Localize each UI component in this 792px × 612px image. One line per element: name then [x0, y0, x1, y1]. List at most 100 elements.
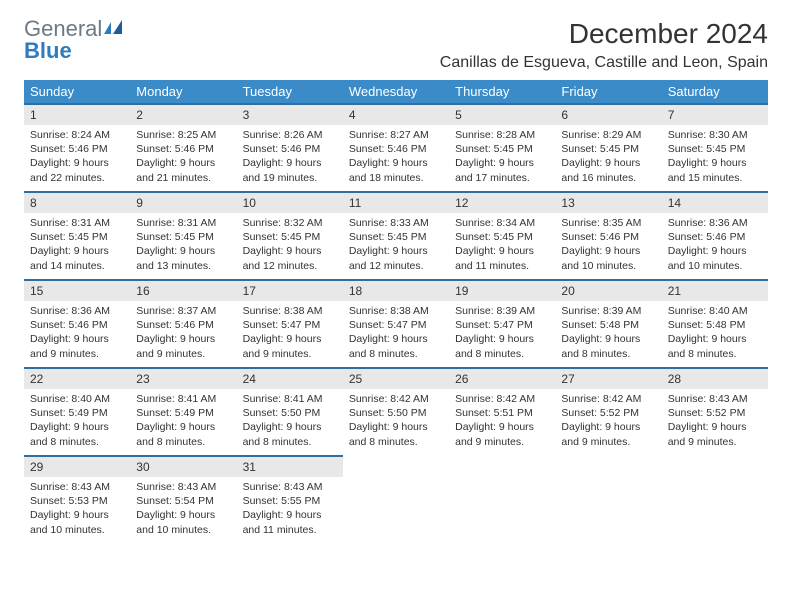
- weekday-header: Monday: [130, 80, 236, 103]
- day-details: Sunrise: 8:43 AMSunset: 5:53 PMDaylight:…: [24, 477, 130, 543]
- calendar-week-row: 15Sunrise: 8:36 AMSunset: 5:46 PMDayligh…: [24, 279, 768, 367]
- sunrise-text: Sunrise: 8:31 AM: [30, 216, 124, 230]
- sunset-text: Sunset: 5:53 PM: [30, 494, 124, 508]
- calendar-day-cell: 27Sunrise: 8:42 AMSunset: 5:52 PMDayligh…: [555, 367, 661, 455]
- day-number: 30: [130, 455, 236, 477]
- sunset-text: Sunset: 5:48 PM: [668, 318, 762, 332]
- sunrise-text: Sunrise: 8:42 AM: [561, 392, 655, 406]
- day-number: 4: [343, 103, 449, 125]
- day-number: 10: [237, 191, 343, 213]
- daylight-text: Daylight: 9 hours and 11 minutes.: [243, 508, 337, 536]
- sunrise-text: Sunrise: 8:35 AM: [561, 216, 655, 230]
- calendar-day-cell: 11Sunrise: 8:33 AMSunset: 5:45 PMDayligh…: [343, 191, 449, 279]
- day-details: Sunrise: 8:40 AMSunset: 5:48 PMDaylight:…: [662, 301, 768, 367]
- sunset-text: Sunset: 5:46 PM: [668, 230, 762, 244]
- sunset-text: Sunset: 5:50 PM: [243, 406, 337, 420]
- day-number: 27: [555, 367, 661, 389]
- sunset-text: Sunset: 5:47 PM: [243, 318, 337, 332]
- day-number: 14: [662, 191, 768, 213]
- daylight-text: Daylight: 9 hours and 12 minutes.: [243, 244, 337, 272]
- day-number: 17: [237, 279, 343, 301]
- sunrise-text: Sunrise: 8:37 AM: [136, 304, 230, 318]
- logo-sails-icon: [102, 18, 128, 40]
- day-details: Sunrise: 8:40 AMSunset: 5:49 PMDaylight:…: [24, 389, 130, 455]
- daylight-text: Daylight: 9 hours and 10 minutes.: [30, 508, 124, 536]
- sunrise-text: Sunrise: 8:41 AM: [136, 392, 230, 406]
- day-number: 9: [130, 191, 236, 213]
- day-details: Sunrise: 8:27 AMSunset: 5:46 PMDaylight:…: [343, 125, 449, 191]
- daylight-text: Daylight: 9 hours and 14 minutes.: [30, 244, 124, 272]
- sunset-text: Sunset: 5:45 PM: [136, 230, 230, 244]
- daylight-text: Daylight: 9 hours and 8 minutes.: [349, 420, 443, 448]
- day-number: 2: [130, 103, 236, 125]
- sunset-text: Sunset: 5:54 PM: [136, 494, 230, 508]
- daylight-text: Daylight: 9 hours and 8 minutes.: [243, 420, 337, 448]
- day-number: 1: [24, 103, 130, 125]
- sunrise-text: Sunrise: 8:43 AM: [136, 480, 230, 494]
- calendar-day-cell: 18Sunrise: 8:38 AMSunset: 5:47 PMDayligh…: [343, 279, 449, 367]
- daylight-text: Daylight: 9 hours and 9 minutes.: [561, 420, 655, 448]
- sunrise-text: Sunrise: 8:40 AM: [30, 392, 124, 406]
- day-number: 22: [24, 367, 130, 389]
- weekday-header: Thursday: [449, 80, 555, 103]
- day-details: Sunrise: 8:37 AMSunset: 5:46 PMDaylight:…: [130, 301, 236, 367]
- daylight-text: Daylight: 9 hours and 15 minutes.: [668, 156, 762, 184]
- sunrise-text: Sunrise: 8:27 AM: [349, 128, 443, 142]
- sunset-text: Sunset: 5:47 PM: [349, 318, 443, 332]
- day-number: 21: [662, 279, 768, 301]
- daylight-text: Daylight: 9 hours and 9 minutes.: [136, 332, 230, 360]
- sunset-text: Sunset: 5:52 PM: [668, 406, 762, 420]
- day-number: 3: [237, 103, 343, 125]
- day-details: Sunrise: 8:35 AMSunset: 5:46 PMDaylight:…: [555, 213, 661, 279]
- calendar-day-cell: 25Sunrise: 8:42 AMSunset: 5:50 PMDayligh…: [343, 367, 449, 455]
- daylight-text: Daylight: 9 hours and 8 minutes.: [136, 420, 230, 448]
- day-details: Sunrise: 8:43 AMSunset: 5:54 PMDaylight:…: [130, 477, 236, 543]
- sunset-text: Sunset: 5:45 PM: [668, 142, 762, 156]
- day-number: 6: [555, 103, 661, 125]
- day-details: Sunrise: 8:36 AMSunset: 5:46 PMDaylight:…: [662, 213, 768, 279]
- day-details: Sunrise: 8:42 AMSunset: 5:52 PMDaylight:…: [555, 389, 661, 455]
- day-details: Sunrise: 8:33 AMSunset: 5:45 PMDaylight:…: [343, 213, 449, 279]
- sunrise-text: Sunrise: 8:39 AM: [455, 304, 549, 318]
- logo: General Blue: [24, 18, 128, 62]
- sunrise-text: Sunrise: 8:40 AM: [668, 304, 762, 318]
- sunset-text: Sunset: 5:52 PM: [561, 406, 655, 420]
- sunrise-text: Sunrise: 8:26 AM: [243, 128, 337, 142]
- day-details: Sunrise: 8:38 AMSunset: 5:47 PMDaylight:…: [237, 301, 343, 367]
- day-number: 31: [237, 455, 343, 477]
- sunrise-text: Sunrise: 8:41 AM: [243, 392, 337, 406]
- daylight-text: Daylight: 9 hours and 9 minutes.: [243, 332, 337, 360]
- sunrise-text: Sunrise: 8:43 AM: [243, 480, 337, 494]
- day-details: Sunrise: 8:29 AMSunset: 5:45 PMDaylight:…: [555, 125, 661, 191]
- daylight-text: Daylight: 9 hours and 12 minutes.: [349, 244, 443, 272]
- sunset-text: Sunset: 5:46 PM: [136, 142, 230, 156]
- calendar-day-cell: 23Sunrise: 8:41 AMSunset: 5:49 PMDayligh…: [130, 367, 236, 455]
- calendar-day-cell: 15Sunrise: 8:36 AMSunset: 5:46 PMDayligh…: [24, 279, 130, 367]
- calendar-week-row: 8Sunrise: 8:31 AMSunset: 5:45 PMDaylight…: [24, 191, 768, 279]
- day-number: 18: [343, 279, 449, 301]
- daylight-text: Daylight: 9 hours and 9 minutes.: [668, 420, 762, 448]
- sunrise-text: Sunrise: 8:43 AM: [30, 480, 124, 494]
- calendar-day-cell: 16Sunrise: 8:37 AMSunset: 5:46 PMDayligh…: [130, 279, 236, 367]
- day-details: Sunrise: 8:41 AMSunset: 5:50 PMDaylight:…: [237, 389, 343, 455]
- day-number: 12: [449, 191, 555, 213]
- day-number: 16: [130, 279, 236, 301]
- location-text: Canillas de Esgueva, Castille and Leon, …: [440, 54, 768, 72]
- calendar-day-cell: 31Sunrise: 8:43 AMSunset: 5:55 PMDayligh…: [237, 455, 343, 543]
- calendar-day-cell: 3Sunrise: 8:26 AMSunset: 5:46 PMDaylight…: [237, 103, 343, 191]
- sunrise-text: Sunrise: 8:31 AM: [136, 216, 230, 230]
- sunrise-text: Sunrise: 8:39 AM: [561, 304, 655, 318]
- daylight-text: Daylight: 9 hours and 8 minutes.: [455, 332, 549, 360]
- sunset-text: Sunset: 5:46 PM: [561, 230, 655, 244]
- daylight-text: Daylight: 9 hours and 8 minutes.: [561, 332, 655, 360]
- sunrise-text: Sunrise: 8:38 AM: [349, 304, 443, 318]
- day-number: 15: [24, 279, 130, 301]
- daylight-text: Daylight: 9 hours and 21 minutes.: [136, 156, 230, 184]
- day-number: 24: [237, 367, 343, 389]
- calendar-day-cell: 26Sunrise: 8:42 AMSunset: 5:51 PMDayligh…: [449, 367, 555, 455]
- sunset-text: Sunset: 5:51 PM: [455, 406, 549, 420]
- sunset-text: Sunset: 5:48 PM: [561, 318, 655, 332]
- calendar-week-row: 29Sunrise: 8:43 AMSunset: 5:53 PMDayligh…: [24, 455, 768, 543]
- sunrise-text: Sunrise: 8:36 AM: [30, 304, 124, 318]
- day-details: Sunrise: 8:28 AMSunset: 5:45 PMDaylight:…: [449, 125, 555, 191]
